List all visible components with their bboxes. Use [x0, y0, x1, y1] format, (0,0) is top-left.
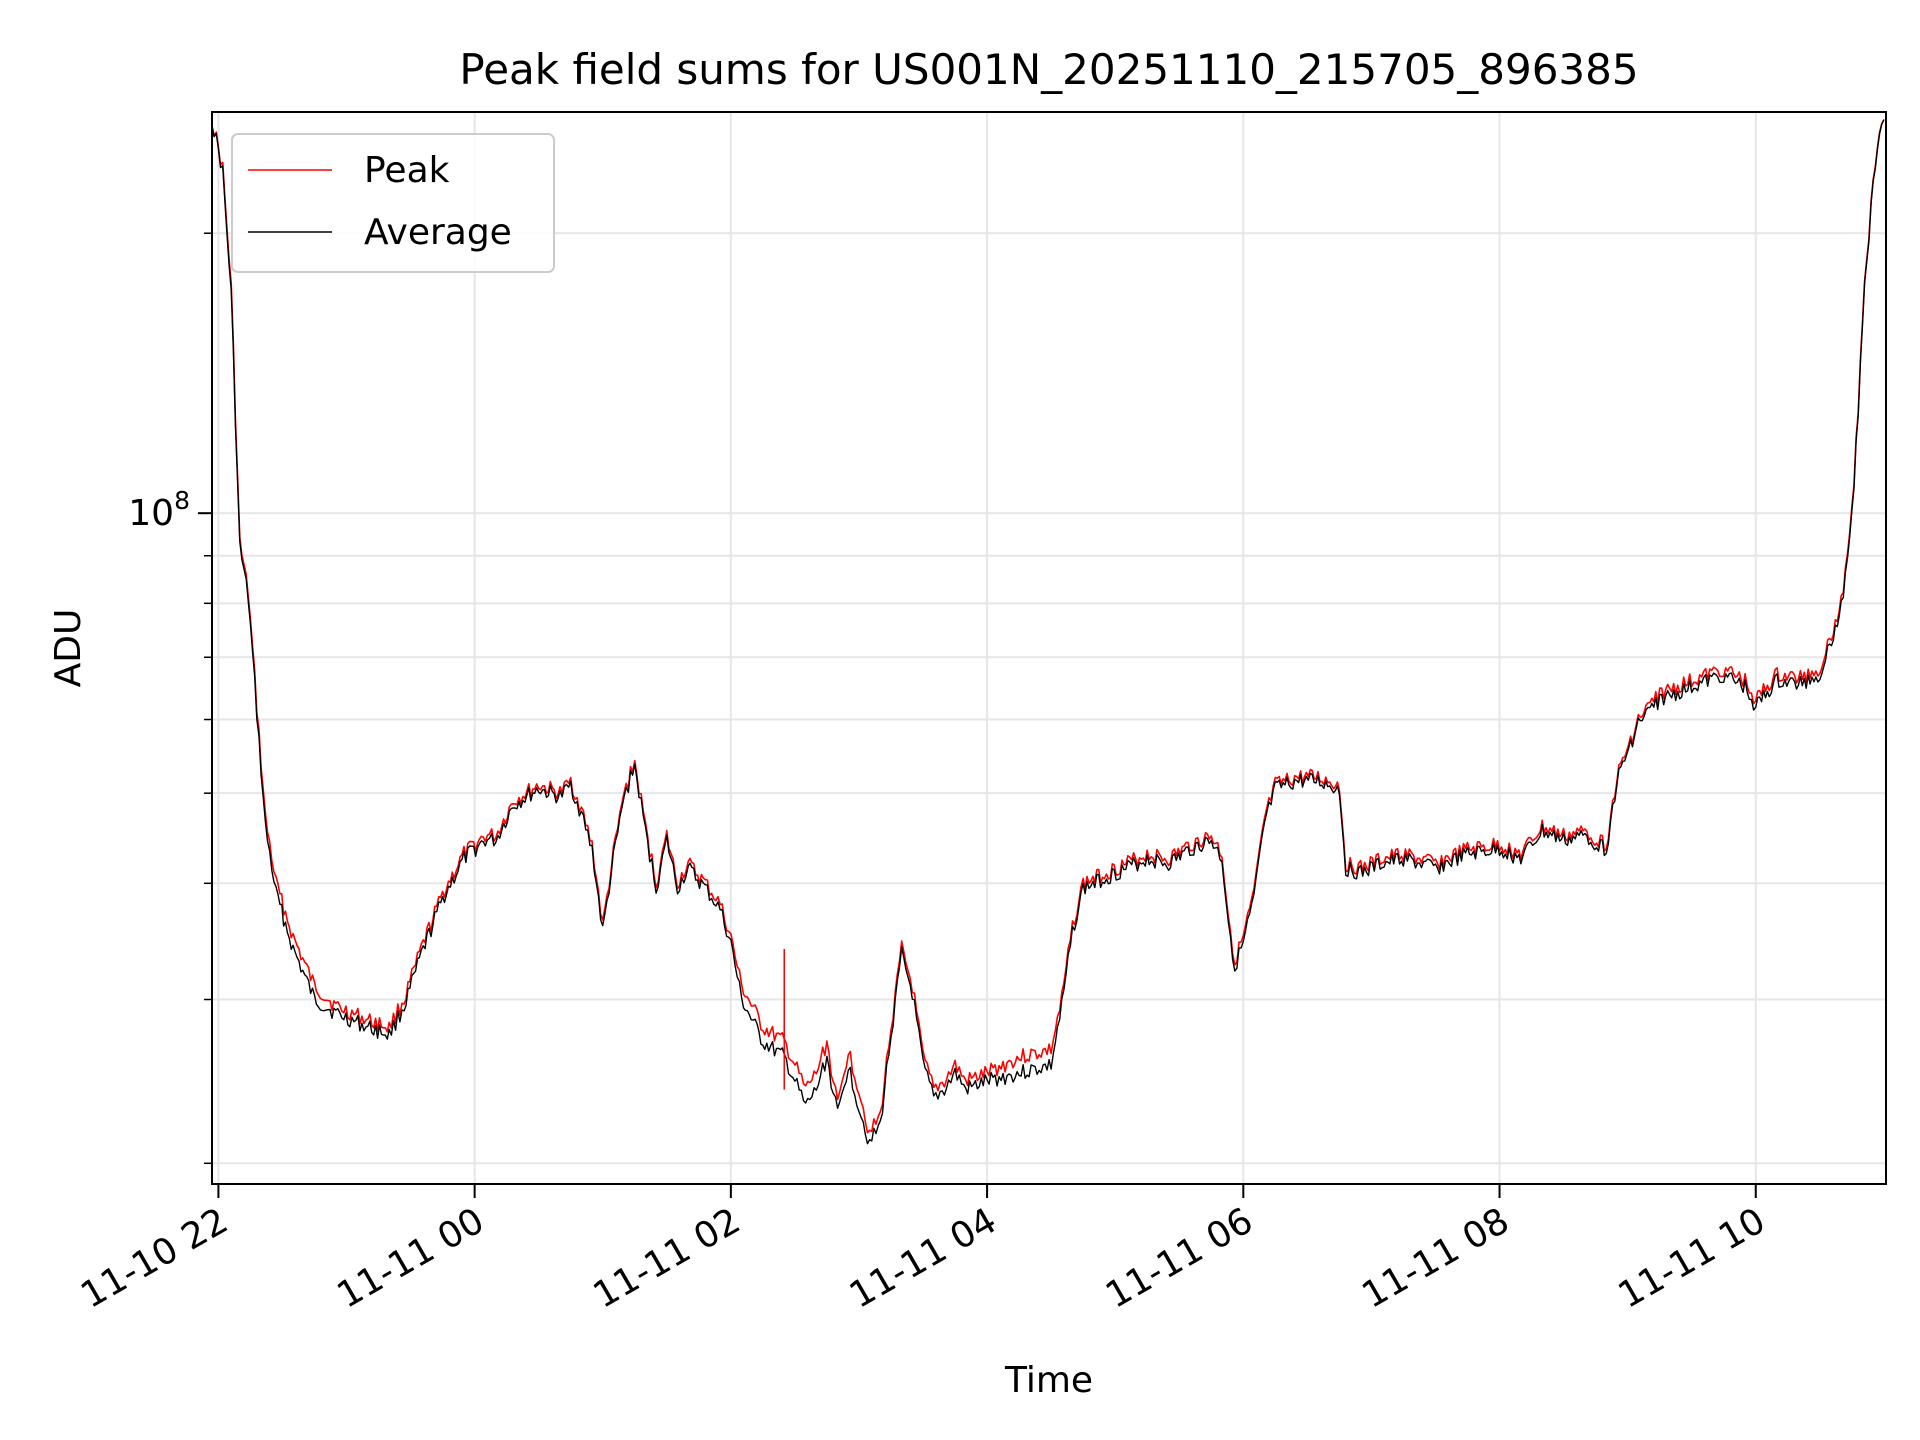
y-axis-label: ADU	[48, 609, 89, 688]
series-line-average	[211, 119, 1885, 1145]
y-axis-ticks: 108	[128, 232, 212, 1165]
legend-label-peak: Peak	[364, 150, 450, 191]
plot-area-frame	[211, 111, 1887, 1185]
y-tick-label: 108	[128, 486, 190, 534]
x-axis-label: Time	[1004, 1360, 1093, 1401]
chart-title: Peak field sums for US001N_20251110_2157…	[459, 45, 1638, 94]
legend-box	[231, 133, 555, 273]
series-lines	[211, 119, 1885, 1145]
legend: Peak Average	[231, 133, 555, 273]
legend-label-average: Average	[364, 212, 512, 253]
